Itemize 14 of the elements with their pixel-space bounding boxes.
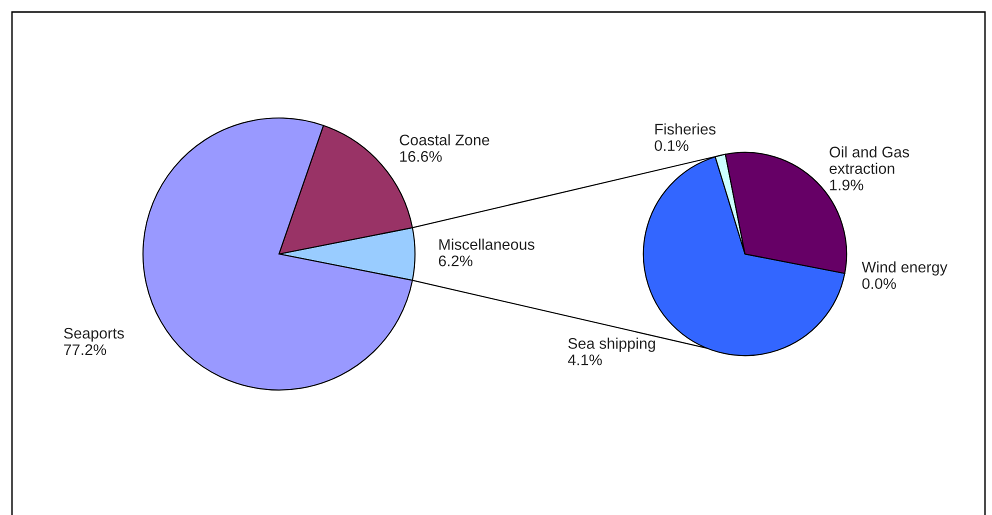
data-label: 4.1%	[568, 354, 602, 366]
text: 0.0%	[862, 278, 896, 290]
slice-label: Miscellaneous	[439, 238, 534, 250]
category-label: Wind energy	[862, 261, 948, 276]
slice-label: Oil and Gas extraction	[830, 146, 910, 174]
slice-label: Fisheries	[655, 123, 716, 135]
slice-label: Seaports	[64, 328, 124, 342]
data-label: 0.1%	[654, 140, 688, 152]
data-label: 16.6%	[400, 151, 442, 162]
slice-label: Sea shipping	[568, 338, 655, 352]
slice-label: Coastal Zone	[400, 134, 490, 146]
data-label: 77.2%	[64, 344, 106, 356]
data-label: 1.9%	[830, 180, 864, 190]
data-label: 6.2%	[438, 256, 472, 266]
